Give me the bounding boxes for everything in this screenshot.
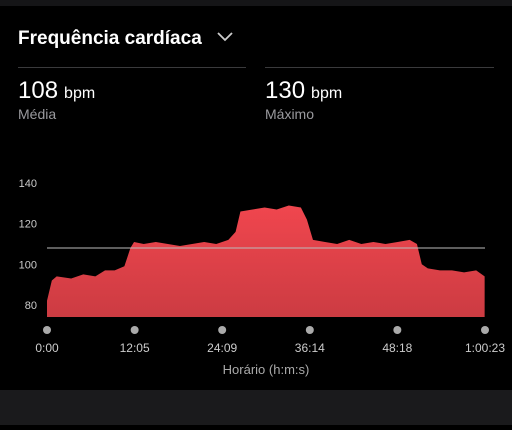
x-tick-label: 1:00:23 — [465, 341, 505, 355]
x-tick-label: 36:14 — [295, 341, 325, 355]
y-tick-label: 120 — [19, 219, 37, 231]
x-tick-label: 24:09 — [207, 341, 237, 355]
stat-number: 108 — [18, 77, 58, 104]
x-tick-dot — [43, 326, 51, 334]
x-tick-dot — [393, 326, 402, 334]
bottom-strip — [0, 390, 512, 425]
x-tick-label: 12:05 — [120, 341, 150, 355]
y-tick-label: 140 — [19, 178, 37, 190]
heart-rate-area — [47, 205, 485, 317]
x-axis-label: Horário (h:m:s) — [223, 362, 310, 377]
x-tick-dot — [305, 326, 314, 334]
dropdown-chevron[interactable] — [217, 32, 233, 42]
x-tick-dot — [481, 326, 489, 334]
stat-unit: bpm — [64, 85, 95, 102]
stat-label: Máximo — [265, 106, 314, 122]
stat-unit: bpm — [311, 85, 342, 102]
x-tick-label: 0:00 — [35, 341, 59, 355]
title[interactable]: Frequência cardíaca — [18, 28, 202, 49]
top-strip — [0, 0, 512, 6]
stat-value: 108 bpm — [18, 77, 95, 104]
x-tick-dot — [218, 326, 227, 334]
stat-value: 130 bpm — [265, 77, 342, 104]
stat-number: 130 — [265, 77, 305, 104]
y-tick-label: 100 — [19, 259, 37, 271]
stat-label: Média — [18, 106, 56, 122]
x-tick-dot — [130, 326, 139, 334]
x-tick-label: 48:18 — [382, 341, 412, 355]
y-tick-label: 80 — [25, 300, 37, 312]
